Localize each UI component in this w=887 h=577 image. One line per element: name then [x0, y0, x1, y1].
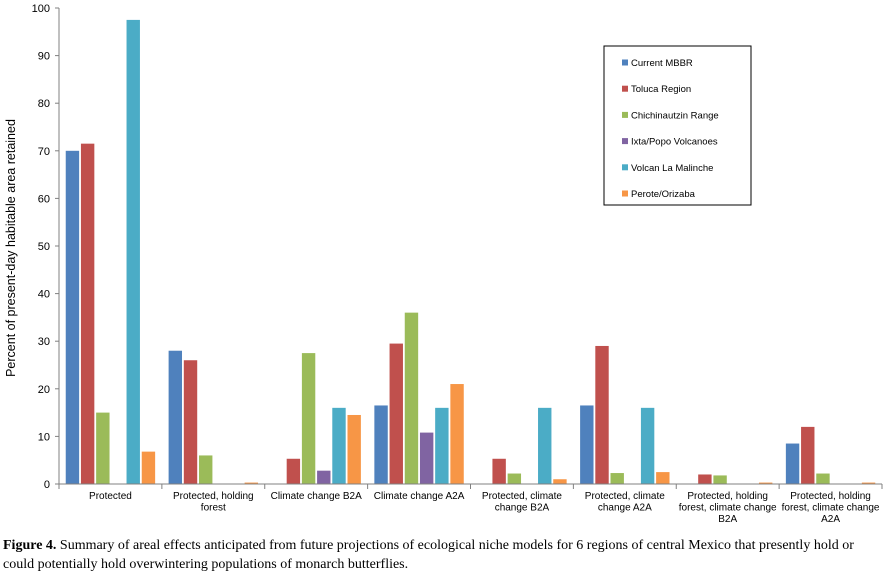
legend-entry: Current MBBR — [631, 58, 693, 69]
bar — [126, 19, 140, 485]
y-tick-label: 100 — [32, 3, 50, 15]
bar — [861, 482, 876, 484]
bar — [450, 384, 464, 484]
bar — [347, 414, 361, 484]
x-category-label: Protected, holding forest, climate change… — [679, 491, 777, 525]
bar — [758, 482, 773, 484]
legend-swatch — [622, 59, 628, 66]
bar — [610, 473, 624, 484]
y-tick-label: 30 — [38, 336, 50, 348]
bar — [80, 143, 95, 484]
bar — [595, 345, 609, 484]
legend-entry: Toluca Region — [631, 84, 691, 95]
x-category-label: Climate change A2A — [374, 491, 465, 502]
x-category-label: Protected, holding forest — [173, 491, 254, 514]
bar — [301, 353, 316, 484]
bar — [553, 479, 567, 484]
bar — [244, 482, 259, 484]
bars — [65, 19, 876, 485]
bar — [698, 474, 712, 484]
bar — [801, 426, 815, 484]
bar — [435, 407, 449, 484]
bar — [317, 470, 331, 484]
legend-box — [603, 45, 752, 206]
bar — [713, 475, 727, 484]
bar — [419, 432, 434, 484]
bar — [656, 472, 670, 484]
bar — [96, 412, 110, 484]
legend-swatch — [622, 85, 628, 92]
bar — [404, 312, 419, 484]
bar — [183, 360, 198, 484]
y-tick-label: 80 — [38, 98, 50, 110]
bar — [580, 405, 594, 484]
legend-entry: Perote/Orizaba — [631, 189, 696, 200]
legend-entry: Ixta/Popo Volcanoes — [631, 137, 718, 148]
x-category-label: Protected, climate change A2A — [585, 491, 665, 514]
bar — [65, 150, 80, 485]
x-category-label: Protected, holding forest, climate change… — [782, 491, 880, 525]
bar — [507, 473, 522, 484]
x-category-label: Protected, climate change B2A — [482, 491, 562, 514]
legend-swatch — [622, 164, 628, 171]
bar — [141, 451, 156, 484]
x-category-label: Climate change B2A — [271, 491, 362, 502]
y-tick-label: 70 — [38, 146, 50, 158]
bar — [286, 458, 301, 484]
bar — [640, 407, 655, 484]
x-axis: Protected Protected, holding forest Climate… — [58, 483, 883, 525]
caption-label: Figure 4. — [3, 538, 57, 553]
legend: Current MBBR Toluca Region Chichinautzin R… — [603, 45, 752, 206]
legend-entry: Chichinautzin Range — [631, 110, 719, 121]
bar — [538, 407, 552, 484]
y-tick-label: 0 — [44, 479, 50, 491]
bar — [332, 407, 346, 484]
bar — [168, 350, 183, 484]
legend-swatch — [622, 138, 628, 145]
bar — [389, 343, 403, 484]
legend-swatch — [622, 111, 628, 118]
y-tick-label: 60 — [38, 193, 50, 205]
caption-text: Summary of areal effects anticipated fro… — [3, 538, 854, 572]
bar — [492, 458, 506, 484]
bar — [374, 405, 388, 484]
bar — [199, 455, 213, 484]
y-tick-label: 90 — [38, 51, 50, 63]
bar — [816, 473, 830, 484]
y-tick-label: 40 — [38, 289, 50, 301]
legend-swatch — [622, 190, 628, 197]
bar — [785, 443, 800, 484]
y-axis-label: Percent of present-day habitable area re… — [4, 119, 18, 377]
y-axis: 0 10 20 30 40 50 60 70 80 90 100 — [32, 3, 60, 491]
figure-caption: Figure 4. Summary of areal effects antic… — [3, 536, 887, 574]
legend-entry: Volcan La Malinche — [631, 163, 713, 174]
y-tick-label: 10 — [38, 431, 50, 443]
y-tick-label: 20 — [38, 384, 50, 396]
y-tick-label: 50 — [38, 241, 50, 253]
x-category-label: Protected — [89, 491, 132, 502]
